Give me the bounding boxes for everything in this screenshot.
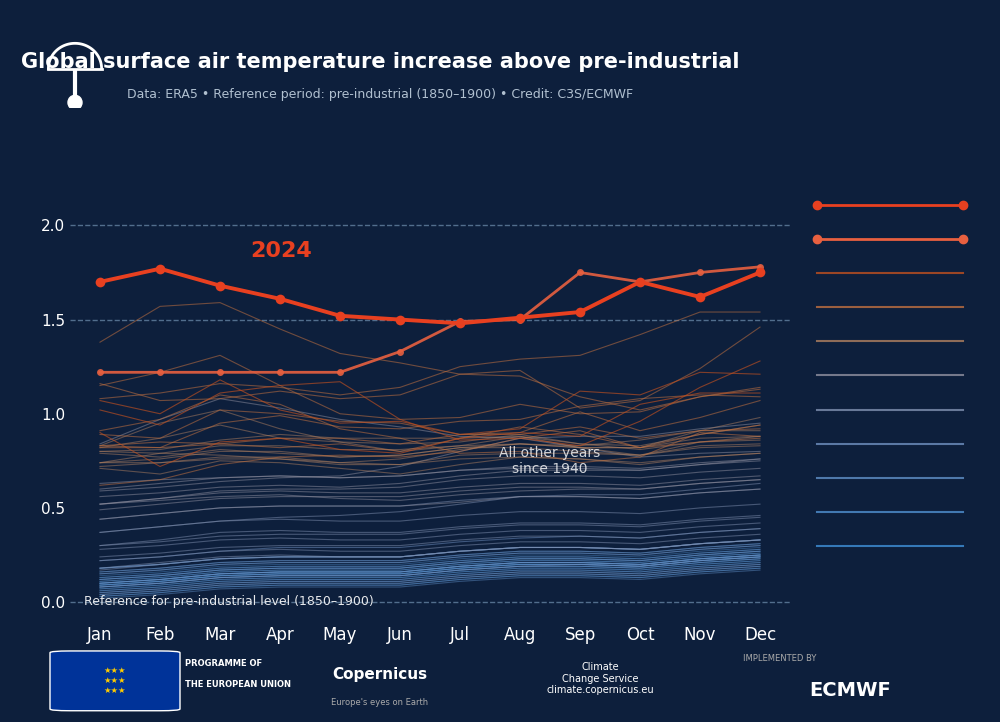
- Text: Europe's eyes on Earth: Europe's eyes on Earth: [331, 697, 429, 707]
- Text: 2024: 2024: [250, 241, 312, 261]
- Text: Reference for pre-industrial level (1850–1900): Reference for pre-industrial level (1850…: [84, 595, 374, 608]
- Text: ★★★
★★★
★★★: ★★★ ★★★ ★★★: [104, 666, 126, 695]
- Text: Climate
Change Service
climate.copernicus.eu: Climate Change Service climate.copernicu…: [546, 662, 654, 695]
- Text: Copernicus: Copernicus: [332, 666, 428, 682]
- Text: Data: ERA5 • Reference period: pre-industrial (1850–1900) • Credit: C3S/ECMWF: Data: ERA5 • Reference period: pre-indus…: [127, 88, 633, 101]
- Text: ECMWF: ECMWF: [809, 681, 891, 700]
- Text: All other years
since 1940: All other years since 1940: [499, 445, 601, 476]
- Text: PROGRAMME OF: PROGRAMME OF: [185, 658, 262, 668]
- Text: THE EUROPEAN UNION: THE EUROPEAN UNION: [185, 680, 291, 690]
- Text: Global surface air temperature increase above pre-industrial: Global surface air temperature increase …: [21, 52, 739, 72]
- Text: IMPLEMENTED BY: IMPLEMENTED BY: [743, 654, 817, 664]
- FancyBboxPatch shape: [50, 651, 180, 710]
- Circle shape: [68, 95, 82, 110]
